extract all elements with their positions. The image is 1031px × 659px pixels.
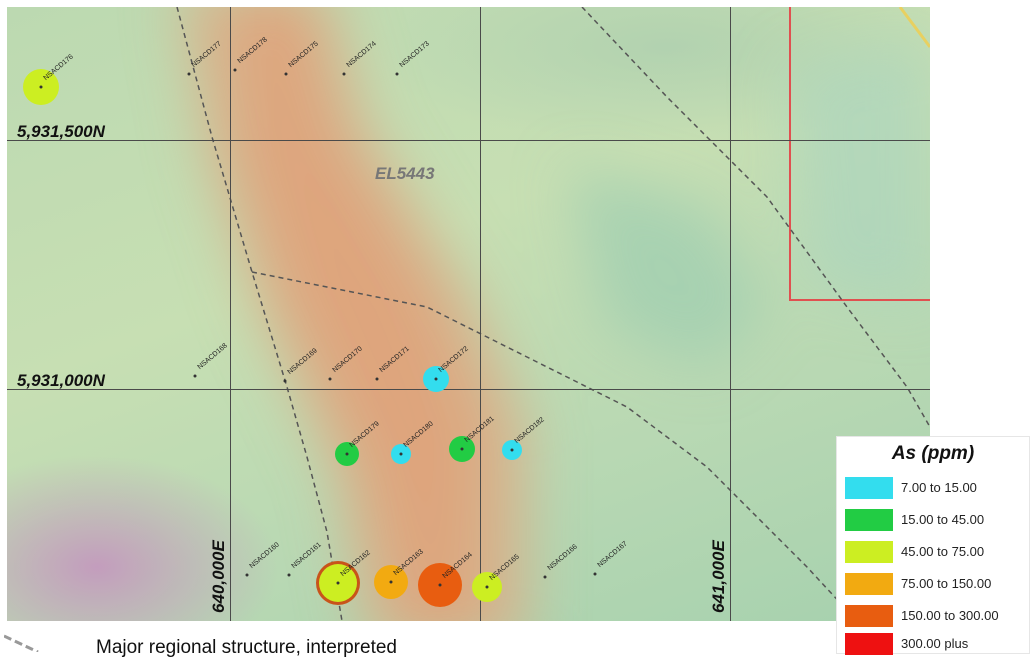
drillhole-collar xyxy=(399,452,403,456)
drillhole-collar xyxy=(345,452,349,456)
drillhole-label: NSACD163 xyxy=(392,548,425,577)
drillhole-label: NSACD177 xyxy=(190,40,223,69)
drillhole-collar xyxy=(375,377,379,381)
legend-swatch xyxy=(845,605,893,627)
legend-title: As (ppm) xyxy=(891,443,975,464)
drillhole-label: NSACD165 xyxy=(488,553,521,582)
drillhole-collar xyxy=(233,68,237,72)
drillhole-collar xyxy=(245,573,249,577)
drillhole-label: NSACD172 xyxy=(437,345,470,374)
tenement-boundary xyxy=(789,7,930,301)
drillhole-collar xyxy=(395,72,399,76)
legend-swatch xyxy=(845,509,893,531)
tenement-label: EL5443 xyxy=(375,164,435,183)
structure-legend-label: Major regional structure, interpreted xyxy=(96,637,397,658)
map-canvas[interactable]: 5,931,500N 5,931,000N 640,000E 641,000E … xyxy=(7,7,930,621)
drillhole-label: NSACD175 xyxy=(287,40,320,69)
drillhole-label: NSACD178 xyxy=(236,36,269,65)
northing-gridline xyxy=(7,389,930,390)
drillhole-collar xyxy=(434,377,438,381)
drillhole-collar xyxy=(389,580,393,584)
drillhole-collar xyxy=(287,573,291,577)
drillhole-collar xyxy=(39,85,43,89)
legend-label: 75.00 to 150.00 xyxy=(901,576,992,591)
geophysics-background xyxy=(176,7,930,621)
structure-lines xyxy=(176,7,930,621)
legend-label: 15.00 to 45.00 xyxy=(901,512,985,527)
drillhole-collar xyxy=(187,72,191,76)
drillhole-label: NSACD169 xyxy=(286,347,319,376)
easting-gridline xyxy=(230,7,231,621)
drillhole-label: NSACD167 xyxy=(596,540,629,569)
drillhole-label: NSACD161 xyxy=(290,541,323,570)
drillhole-label: NSACD166 xyxy=(546,543,579,572)
easting-label: 641,000E xyxy=(709,540,728,613)
structure-line-icon xyxy=(4,634,40,652)
drillhole-label: NSACD173 xyxy=(398,40,431,69)
drillhole-label: NSACD162 xyxy=(339,549,372,578)
drillhole-label: NSACD176 xyxy=(42,53,75,82)
legend-swatch xyxy=(845,633,893,655)
easting-label: 640,000E xyxy=(209,540,228,613)
drillhole-label: NSACD180 xyxy=(402,420,435,449)
drillhole-collar xyxy=(438,583,442,587)
drillhole-label: NSACD179 xyxy=(348,420,381,449)
drillhole-label: NSACD160 xyxy=(248,541,281,570)
drillhole-label: NSACD170 xyxy=(331,345,364,374)
drillhole-label: NSACD182 xyxy=(513,416,546,445)
drillhole-collar xyxy=(283,379,287,383)
easting-gridline xyxy=(480,7,481,621)
drillhole-collar xyxy=(193,374,197,378)
northing-gridline xyxy=(7,140,930,141)
northing-label: 5,931,000N xyxy=(17,371,105,390)
legend-swatch xyxy=(845,573,893,595)
legend: As (ppm) 7.00 to 15.00 15.00 to 45.00 45… xyxy=(836,436,1030,655)
drillhole-collar xyxy=(284,72,288,76)
easting-gridline xyxy=(730,7,731,621)
legend-label: 150.00 to 300.00 xyxy=(901,608,999,623)
drillhole-collar xyxy=(342,72,346,76)
drillhole-label: NSACD174 xyxy=(345,40,378,69)
drillhole-collar xyxy=(510,448,514,452)
drillhole-collar xyxy=(460,447,464,451)
legend-label: 45.00 to 75.00 xyxy=(901,544,985,559)
drillhole-label: NSACD168 xyxy=(196,342,229,371)
legend-swatch xyxy=(845,477,893,499)
drillhole-collar xyxy=(593,572,597,576)
legend-swatch xyxy=(845,541,893,563)
northing-label: 5,931,500N xyxy=(17,122,105,141)
drillhole-collar xyxy=(328,377,332,381)
legend-label: 300.00 plus xyxy=(901,636,969,651)
drillhole-collar xyxy=(336,581,340,585)
drillhole-collar xyxy=(485,585,489,589)
drillhole-label: NSACD171 xyxy=(378,345,411,374)
legend-label: 7.00 to 15.00 xyxy=(901,480,977,495)
drillhole-collar xyxy=(543,575,547,579)
